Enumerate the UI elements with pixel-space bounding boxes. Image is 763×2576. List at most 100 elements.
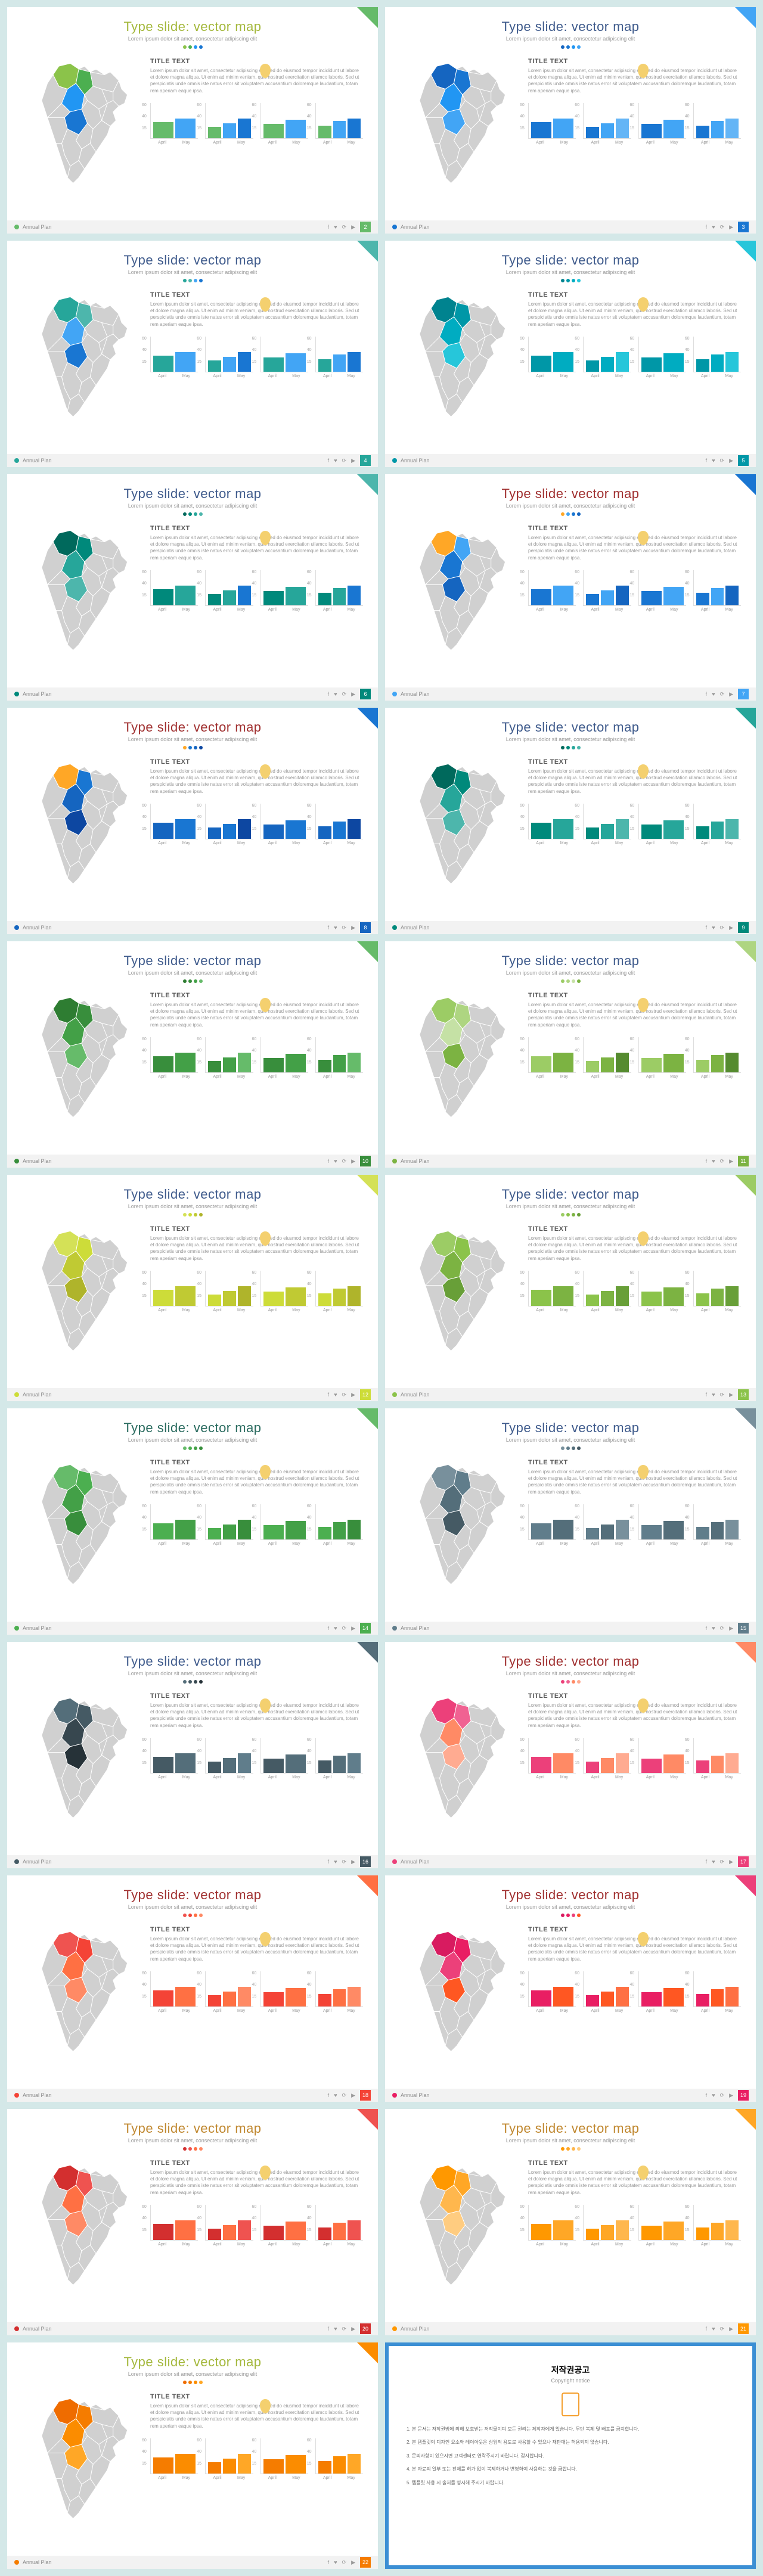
share-icon[interactable]: ⟳ (720, 1158, 725, 1165)
facebook-icon[interactable]: f (706, 1392, 708, 1398)
chart-bar (616, 119, 629, 138)
share-icon[interactable]: ⟳ (342, 691, 347, 698)
twitter-icon[interactable]: ♥ (334, 458, 337, 463)
twitter-icon[interactable]: ♥ (334, 691, 337, 697)
youtube-icon[interactable]: ▶ (729, 2326, 733, 2332)
twitter-icon[interactable]: ♥ (334, 1392, 337, 1398)
bar-chart: 60 40 15 AprilMay (205, 1504, 253, 1546)
facebook-icon[interactable]: f (328, 1392, 330, 1398)
share-icon[interactable]: ⟳ (342, 925, 347, 931)
facebook-icon[interactable]: f (328, 458, 330, 463)
share-icon[interactable]: ⟳ (342, 1392, 347, 1398)
youtube-icon[interactable]: ▶ (729, 224, 733, 231)
facebook-icon[interactable]: f (706, 2092, 708, 2098)
youtube-icon[interactable]: ▶ (351, 925, 355, 931)
bar-chart: 60 40 15 AprilMay (205, 2205, 253, 2247)
facebook-icon[interactable]: f (706, 1158, 708, 1164)
share-icon[interactable]: ⟳ (720, 691, 725, 698)
facebook-icon[interactable]: f (706, 925, 708, 931)
facebook-icon[interactable]: f (328, 925, 330, 931)
facebook-icon[interactable]: f (328, 2559, 330, 2565)
share-icon[interactable]: ⟳ (720, 2092, 725, 2099)
share-icon[interactable]: ⟳ (342, 1859, 347, 1865)
twitter-icon[interactable]: ♥ (712, 1625, 715, 1631)
youtube-icon[interactable]: ▶ (351, 2559, 355, 2566)
twitter-icon[interactable]: ♥ (334, 1158, 337, 1164)
share-icon[interactable]: ⟳ (720, 925, 725, 931)
chart-bar (641, 1058, 662, 1072)
twitter-icon[interactable]: ♥ (334, 1859, 337, 1865)
twitter-icon[interactable]: ♥ (712, 2092, 715, 2098)
youtube-icon[interactable]: ▶ (351, 2326, 355, 2332)
twitter-icon[interactable]: ♥ (712, 691, 715, 697)
youtube-icon[interactable]: ▶ (351, 1392, 355, 1398)
chart-bar (208, 2229, 221, 2240)
youtube-icon[interactable]: ▶ (351, 691, 355, 698)
facebook-icon[interactable]: f (328, 1625, 330, 1631)
share-icon[interactable]: ⟳ (342, 2092, 347, 2099)
twitter-icon[interactable]: ♥ (334, 1625, 337, 1631)
body-text: Lorem ipsum dolor sit amet, consectetur … (528, 301, 741, 328)
corner-accent (735, 474, 756, 495)
share-icon[interactable]: ⟳ (342, 1625, 347, 1632)
youtube-icon[interactable]: ▶ (729, 458, 733, 464)
footer-bullet-icon (392, 1392, 397, 1397)
youtube-icon[interactable]: ▶ (351, 1625, 355, 1632)
twitter-icon[interactable]: ♥ (712, 458, 715, 463)
twitter-icon[interactable]: ♥ (712, 1158, 715, 1164)
slide-subtitle: Lorem ipsum dolor sit amet, consectetur … (22, 1670, 363, 1676)
chart-bar (153, 122, 173, 138)
twitter-icon[interactable]: ♥ (334, 925, 337, 931)
facebook-icon[interactable]: f (706, 224, 708, 230)
twitter-icon[interactable]: ♥ (712, 1392, 715, 1398)
share-icon[interactable]: ⟳ (720, 224, 725, 231)
twitter-icon[interactable]: ♥ (712, 2326, 715, 2332)
facebook-icon[interactable]: f (706, 1625, 708, 1631)
twitter-icon[interactable]: ♥ (712, 224, 715, 230)
facebook-icon[interactable]: f (328, 2326, 330, 2332)
share-icon[interactable]: ⟳ (720, 2326, 725, 2332)
facebook-icon[interactable]: f (328, 1859, 330, 1865)
section-title: TITLE TEXT (528, 992, 741, 999)
youtube-icon[interactable]: ▶ (729, 1392, 733, 1398)
youtube-icon[interactable]: ▶ (729, 1158, 733, 1165)
share-icon[interactable]: ⟳ (720, 1859, 725, 1865)
youtube-icon[interactable]: ▶ (351, 458, 355, 464)
facebook-icon[interactable]: f (328, 1158, 330, 1164)
share-icon[interactable]: ⟳ (720, 1392, 725, 1398)
youtube-icon[interactable]: ▶ (351, 224, 355, 231)
facebook-icon[interactable]: f (706, 458, 708, 463)
twitter-icon[interactable]: ♥ (334, 2326, 337, 2332)
youtube-icon[interactable]: ▶ (351, 1859, 355, 1865)
facebook-icon[interactable]: f (328, 224, 330, 230)
slide-footer: Annual Plan f ♥ ⟳ ▶ 20 (7, 2322, 378, 2335)
bar-chart: 60 40 15 AprilMay (583, 570, 631, 612)
facebook-icon[interactable]: f (706, 2326, 708, 2332)
share-icon[interactable]: ⟳ (342, 1158, 347, 1165)
youtube-icon[interactable]: ▶ (729, 1859, 733, 1865)
share-icon[interactable]: ⟳ (342, 224, 347, 231)
share-icon[interactable]: ⟳ (342, 2559, 347, 2566)
youtube-icon[interactable]: ▶ (729, 691, 733, 698)
twitter-icon[interactable]: ♥ (712, 925, 715, 931)
footer-label: Annual Plan (401, 1392, 430, 1398)
facebook-icon[interactable]: f (706, 691, 708, 697)
facebook-icon[interactable]: f (328, 2092, 330, 2098)
youtube-icon[interactable]: ▶ (729, 2092, 733, 2099)
youtube-icon[interactable]: ▶ (729, 925, 733, 931)
corner-accent (735, 1175, 756, 1196)
facebook-icon[interactable]: f (328, 691, 330, 697)
youtube-icon[interactable]: ▶ (351, 2092, 355, 2099)
youtube-icon[interactable]: ▶ (729, 1625, 733, 1632)
share-icon[interactable]: ⟳ (720, 458, 725, 464)
youtube-icon[interactable]: ▶ (351, 1158, 355, 1165)
twitter-icon[interactable]: ♥ (334, 2559, 337, 2565)
twitter-icon[interactable]: ♥ (712, 1859, 715, 1865)
share-icon[interactable]: ⟳ (342, 2326, 347, 2332)
bar-chart: 60 40 15 AprilMay (693, 1037, 741, 1079)
facebook-icon[interactable]: f (706, 1859, 708, 1865)
share-icon[interactable]: ⟳ (342, 458, 347, 464)
twitter-icon[interactable]: ♥ (334, 2092, 337, 2098)
share-icon[interactable]: ⟳ (720, 1625, 725, 1632)
twitter-icon[interactable]: ♥ (334, 224, 337, 230)
